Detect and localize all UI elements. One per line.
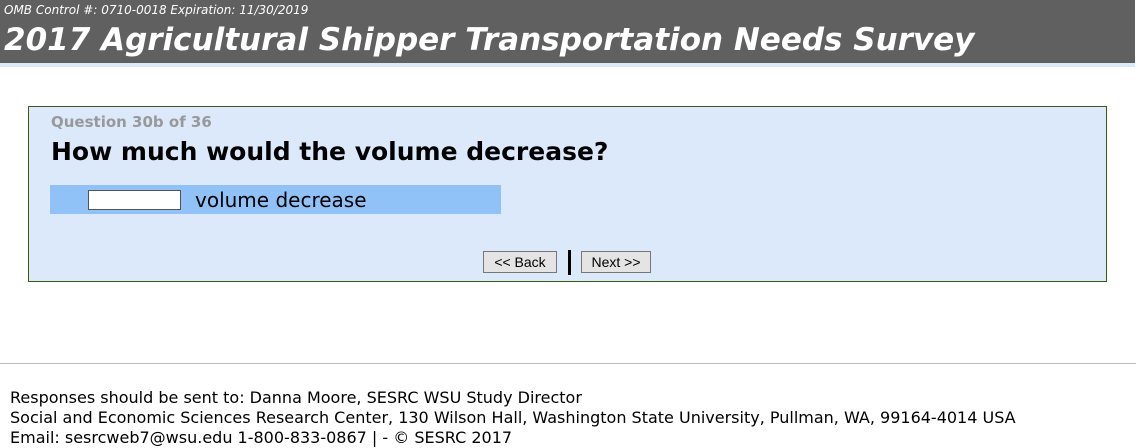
unit-label: volume decrease bbox=[195, 188, 367, 212]
question-panel: Question 30b of 36 How much would the vo… bbox=[28, 106, 1107, 282]
back-button[interactable]: << Back bbox=[483, 251, 557, 273]
footer-line: Social and Economic Sciences Research Ce… bbox=[10, 408, 1016, 427]
omb-control: OMB Control #: 0710-0018 Expiration: 11/… bbox=[4, 3, 309, 17]
footer-line: Email: sesrcweb7@wsu.edu 1-800-833-0867 … bbox=[10, 428, 513, 447]
footer-divider bbox=[0, 363, 1136, 364]
footer-line: Responses should be sent to: Danna Moore… bbox=[10, 388, 582, 407]
footer: Responses should be sent to: Danna Moore… bbox=[10, 388, 1016, 448]
question-text: How much would the volume decrease? bbox=[51, 137, 609, 166]
question-number: Question 30b of 36 bbox=[51, 113, 212, 131]
nav-divider bbox=[568, 250, 571, 275]
answer-row: volume decrease bbox=[50, 185, 501, 214]
header: OMB Control #: 0710-0018 Expiration: 11/… bbox=[0, 0, 1135, 67]
volume-decrease-input[interactable] bbox=[88, 190, 181, 210]
next-button[interactable]: Next >> bbox=[581, 251, 651, 273]
survey-title: 2017 Agricultural Shipper Transportation… bbox=[4, 22, 975, 58]
